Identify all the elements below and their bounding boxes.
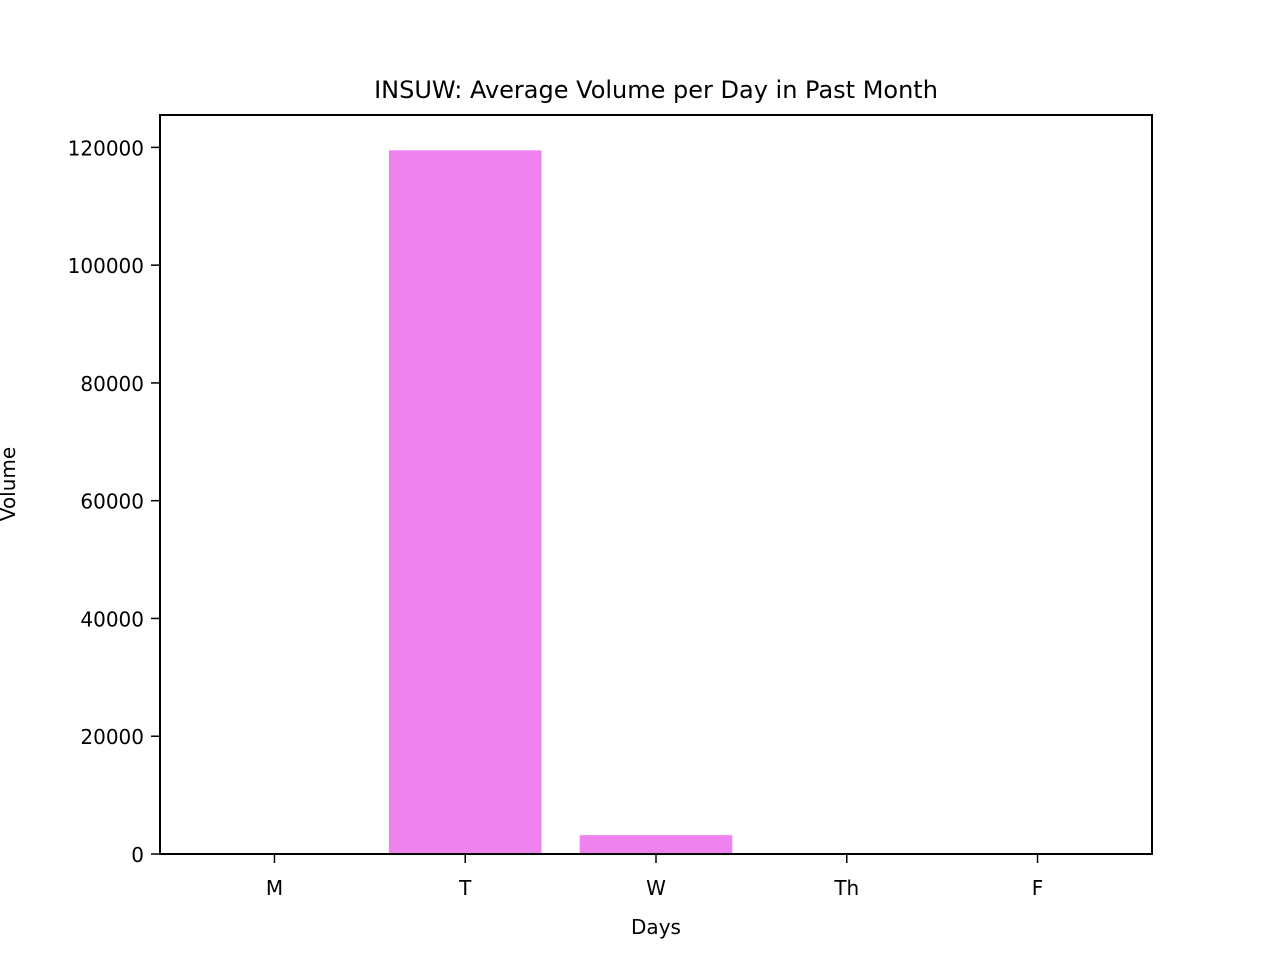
x-tick-label: W [646,876,666,900]
x-axis-label: Days [631,915,681,939]
y-tick-label: 20000 [80,725,144,749]
y-tick-label: 100000 [68,254,144,278]
x-tick-label: F [1032,876,1044,900]
y-axis: 0 20000 40000 60000 80000 100000 120000 [68,136,160,867]
bars-group [388,150,733,854]
x-tick-label: M [266,876,283,900]
x-tick-label: Th [833,876,859,900]
plot-frame [159,114,1153,855]
bar-t [388,150,542,854]
y-tick-label: 80000 [80,372,144,396]
y-tick-label: 0 [131,843,144,867]
y-tick-label: 60000 [80,490,144,514]
x-tick-label: T [458,876,472,900]
y-tick-label: 40000 [80,607,144,631]
chart-title: INSUW: Average Volume per Day in Past Mo… [374,76,938,104]
y-axis-label: Volume [0,447,20,521]
y-tick-label: 120000 [68,136,144,160]
bar-w [579,835,733,854]
x-axis: M T W Th F [266,854,1043,900]
